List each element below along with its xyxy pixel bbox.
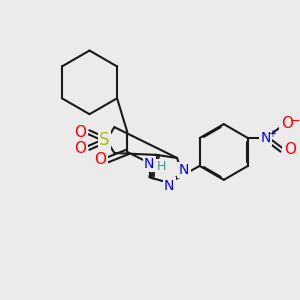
Text: N: N <box>261 131 271 145</box>
Text: O: O <box>281 116 293 130</box>
Text: H: H <box>156 160 166 173</box>
Text: N: N <box>164 179 174 193</box>
Text: O: O <box>75 124 87 140</box>
Text: O: O <box>284 142 296 158</box>
Text: S: S <box>99 131 110 149</box>
Text: N: N <box>179 163 189 177</box>
Text: O: O <box>94 152 106 167</box>
Text: +: + <box>268 129 276 139</box>
Text: O: O <box>75 140 87 155</box>
Text: −: − <box>290 115 300 128</box>
Text: N: N <box>144 157 154 171</box>
